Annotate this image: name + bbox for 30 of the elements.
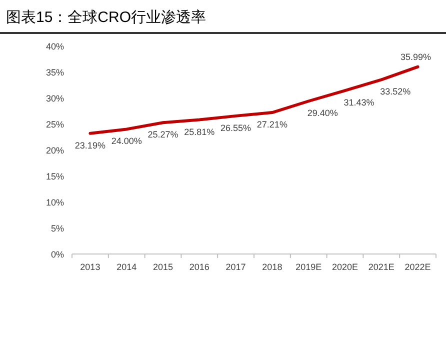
x-tick-label: 2019E	[296, 262, 322, 272]
data-label: 25.81%	[184, 126, 215, 137]
y-tick-label: 40%	[46, 42, 64, 52]
x-tick-label: 2020E	[332, 262, 358, 272]
x-tick-label: 2017	[226, 262, 246, 272]
data-label: 25.27%	[148, 130, 178, 140]
x-tick-label: 2016	[189, 262, 210, 272]
y-tick-label: 20%	[46, 146, 64, 156]
data-label: 27.21%	[256, 120, 288, 130]
y-tick-label: 0%	[50, 250, 64, 260]
data-label: 24.00%	[111, 136, 142, 146]
y-tick-label: 30%	[46, 94, 64, 104]
x-tick-label: 2021E	[368, 262, 394, 272]
y-tick-label: 5%	[50, 224, 64, 234]
y-tick-label: 35%	[46, 68, 64, 78]
y-tick-label: 15%	[46, 172, 64, 182]
data-label: 33.52%	[380, 86, 411, 97]
data-label: 31.43%	[344, 98, 374, 108]
x-tick-label: 2018	[262, 262, 282, 272]
x-tick-label: 2013	[80, 262, 100, 272]
chart-title: 图表15：全球CRO行业渗透率	[6, 9, 206, 26]
y-tick-label: 10%	[46, 198, 64, 208]
data-label: 29.40%	[307, 108, 338, 118]
data-label: 26.55%	[220, 122, 252, 133]
x-tick-label: 2014	[116, 262, 137, 272]
y-tick-label: 25%	[46, 120, 64, 130]
data-label: 35.99%	[400, 52, 432, 62]
data-label: 23.19%	[74, 140, 106, 150]
x-tick-label: 2015	[152, 262, 174, 272]
x-tick-label: 2022E	[404, 262, 431, 272]
